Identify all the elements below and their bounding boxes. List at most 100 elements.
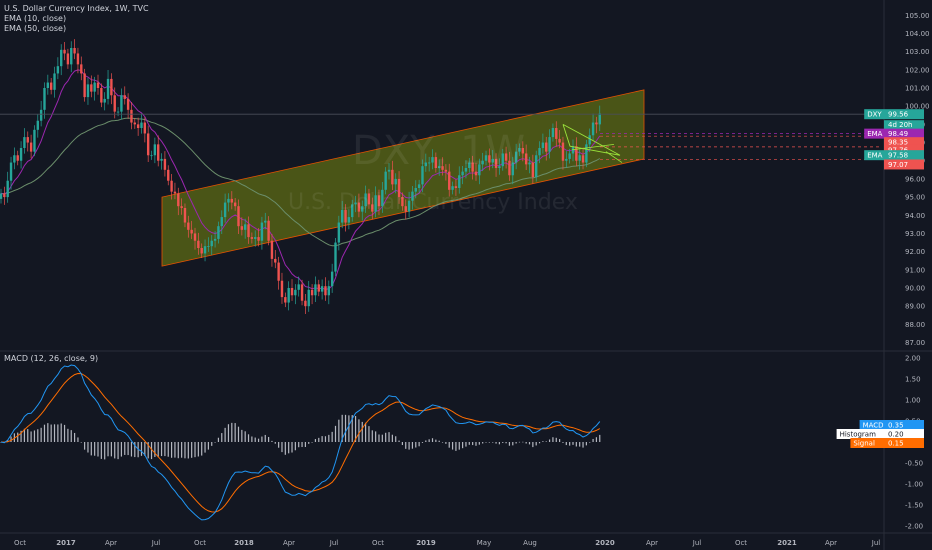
histogram-bar (405, 442, 407, 449)
candle-body (511, 162, 514, 176)
histogram-bar (17, 432, 19, 442)
candle-body (568, 153, 571, 159)
histogram-bar (358, 419, 360, 442)
histogram-bar (338, 419, 340, 442)
candle-body (491, 158, 494, 163)
candle-body (561, 142, 565, 161)
candle-body (591, 122, 595, 136)
histogram-bar (552, 437, 554, 442)
candle-body (407, 200, 411, 212)
signal-tag-value-bg (884, 438, 924, 448)
time-axis-label: Jul (692, 539, 702, 547)
candle-body (344, 209, 347, 223)
histogram-bar (27, 429, 29, 442)
candle-body (9, 162, 13, 181)
histogram-bar (385, 432, 387, 442)
candle-body (120, 95, 123, 112)
candle-body (83, 73, 86, 98)
legend-title[interactable]: U.S. Dollar Currency Index, 1W, TVC (4, 4, 149, 13)
histogram-bar (67, 428, 69, 442)
candle-body (424, 162, 428, 167)
histogram-bar (181, 442, 183, 458)
candle-body (498, 166, 501, 168)
dxy-tag-value-bg (884, 109, 924, 120)
candle-body (73, 48, 76, 54)
candle-body (274, 258, 277, 263)
legend-ema-50[interactable]: EMA (50, close) (4, 24, 67, 33)
candle-body (110, 78, 113, 96)
histogram-bar (164, 442, 166, 457)
histogram-bar (589, 442, 591, 443)
time-axis-label: Jul (151, 539, 161, 547)
candle-body (538, 148, 541, 156)
histogram-bar (104, 442, 106, 460)
ema50-tag-label-bg (864, 150, 884, 161)
macd-histogram (0, 414, 601, 460)
candle-body (581, 155, 585, 163)
histogram-bar (257, 438, 260, 442)
histogram-bar (318, 437, 320, 442)
histogram-bar (579, 442, 581, 447)
macd-tick-label: -1.50 (905, 501, 923, 509)
candle-body (421, 166, 424, 185)
candle-body (49, 82, 53, 90)
histogram-bar (288, 442, 290, 454)
chart-legend: U.S. Dollar Currency Index, 1W, TVC EMA … (4, 4, 149, 34)
histogram-bar (559, 439, 561, 442)
time-axis-label: Jul (329, 539, 339, 547)
histogram-tag-label-bg (836, 429, 884, 439)
legend-ema-10[interactable]: EMA (10, close) (4, 14, 67, 23)
histogram-bar (184, 442, 186, 459)
candle-body (250, 237, 254, 239)
candle-body (314, 284, 317, 296)
candle-body (193, 233, 197, 241)
histogram-bar (177, 442, 179, 459)
price-tick-label: 93.00 (905, 230, 925, 238)
histogram-bar (478, 442, 480, 445)
candle-body (461, 171, 464, 176)
candle-body (19, 148, 23, 161)
candle-body (397, 178, 401, 198)
histogram-bar (90, 442, 92, 456)
candle-body (220, 217, 223, 227)
candle-body (43, 88, 46, 110)
time-axis-label: 2017 (56, 539, 76, 547)
candle-body (324, 286, 327, 296)
histogram-bar (144, 442, 146, 456)
triangle-break (605, 151, 623, 163)
histogram-bar (23, 428, 26, 442)
candle-body (63, 49, 66, 54)
candle-body (575, 146, 578, 161)
price-tick-label: 88.00 (905, 321, 925, 329)
histogram-bar (525, 442, 527, 444)
candle-body (394, 178, 397, 185)
histogram-bar (201, 442, 203, 456)
histogram-bar (555, 437, 557, 442)
histogram-bar (174, 442, 176, 458)
candle-body (163, 158, 167, 170)
candle-body (66, 53, 70, 65)
candle-body (237, 206, 240, 227)
triangle-pattern[interactable] (562, 123, 623, 163)
histogram-bar (221, 433, 223, 442)
macd-tick-label: 1.00 (905, 397, 921, 405)
histogram-bar (485, 442, 487, 443)
candle-body (294, 289, 297, 296)
trend-channel[interactable] (161, 89, 645, 267)
histogram-bar (194, 442, 196, 458)
candle-body (56, 66, 60, 74)
time-axis-label: Oct (14, 539, 26, 547)
histogram-bar (237, 426, 240, 442)
histogram-bar (468, 442, 470, 445)
ema10-tag-label-bg (864, 128, 884, 139)
candle-body (160, 158, 163, 161)
candle-body (508, 160, 511, 176)
histogram-bar (140, 442, 143, 456)
candles (0, 39, 601, 314)
histogram-bar (150, 442, 153, 460)
candle-body (504, 153, 508, 161)
candle-body (100, 88, 103, 103)
dxy-tag-label: DXY (867, 111, 882, 119)
macd-legend[interactable]: MACD (12, 26, close, 9) (4, 354, 99, 363)
